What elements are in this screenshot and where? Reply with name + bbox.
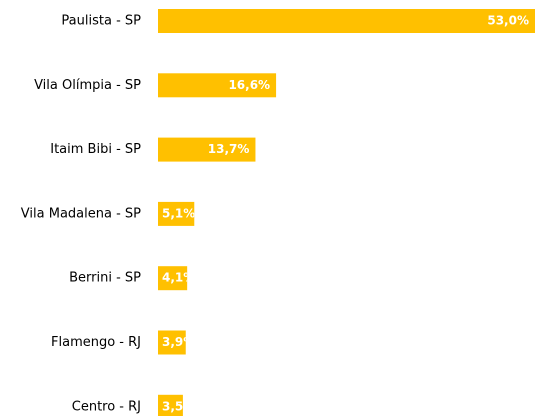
value-label: 3,5% bbox=[162, 399, 195, 413]
category-label: Centro - RJ bbox=[72, 399, 141, 414]
bar bbox=[158, 394, 183, 416]
bar bbox=[158, 9, 535, 33]
category-label: Vila Madalena - SP bbox=[21, 206, 141, 221]
category-label: Itaim Bibi - SP bbox=[50, 142, 141, 157]
bar bbox=[158, 137, 256, 162]
value-label: 5,1% bbox=[162, 206, 195, 220]
value-label: 53,0% bbox=[487, 14, 529, 28]
bar bbox=[158, 266, 188, 291]
bar bbox=[158, 330, 186, 355]
value-label: 4,1% bbox=[162, 271, 195, 285]
category-label: Paulista - SP bbox=[61, 14, 141, 29]
category-label: Berrini - SP bbox=[69, 271, 141, 286]
category-label: Vila Olímpia - SP bbox=[34, 78, 141, 93]
bar bbox=[158, 73, 277, 98]
value-label: 13,7% bbox=[208, 142, 250, 156]
category-label: Flamengo - RJ bbox=[51, 335, 141, 350]
value-label: 3,9% bbox=[162, 335, 195, 349]
value-label: 16,6% bbox=[228, 78, 270, 92]
bar bbox=[158, 201, 195, 226]
